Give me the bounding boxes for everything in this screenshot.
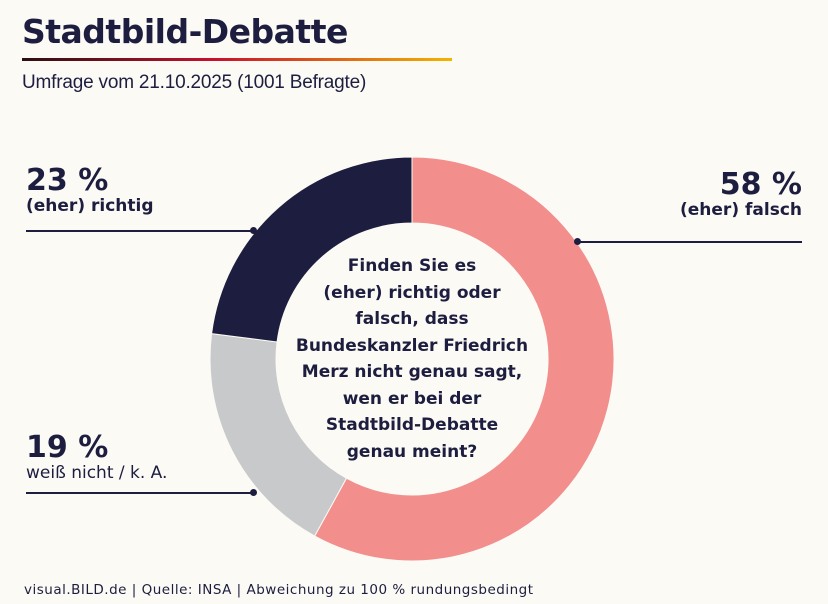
title-underline <box>22 58 452 61</box>
slice-falsch <box>314 156 615 562</box>
leader-line-weiss-nicht <box>26 492 254 494</box>
category-label-weiss-nicht: weiß nicht / k. A. <box>26 463 168 483</box>
label-weiss-nicht: 19 % weiß nicht / k. A. <box>26 430 167 483</box>
leader-line-richtig <box>26 230 254 232</box>
category-label-richtig: (eher) richtig <box>26 196 154 216</box>
leader-line-falsch <box>578 241 802 243</box>
page-title: Stadtbild-Debatte <box>22 12 348 51</box>
value-label-falsch: 58 % <box>719 167 802 202</box>
value-label-richtig: 23 % <box>26 163 109 198</box>
value-label-weiss-nicht: 19 % <box>26 430 109 465</box>
source-footer: visual.BILD.de | Quelle: INSA | Abweichu… <box>24 582 534 598</box>
leader-dot-weiss-nicht <box>250 489 257 496</box>
survey-question: Finden Sie es (eher) richtig oder falsch… <box>295 256 529 462</box>
leader-dot-falsch <box>574 238 581 245</box>
label-falsch: 58 % (eher) falsch <box>680 167 802 220</box>
page-subtitle: Umfrage vom 21.10.2025 (1001 Befragte) <box>22 72 367 93</box>
label-richtig: 23 % (eher) richtig <box>26 163 154 216</box>
leader-dot-richtig <box>250 227 257 234</box>
category-label-falsch: (eher) falsch <box>680 200 802 220</box>
slice-richtig <box>211 156 413 343</box>
